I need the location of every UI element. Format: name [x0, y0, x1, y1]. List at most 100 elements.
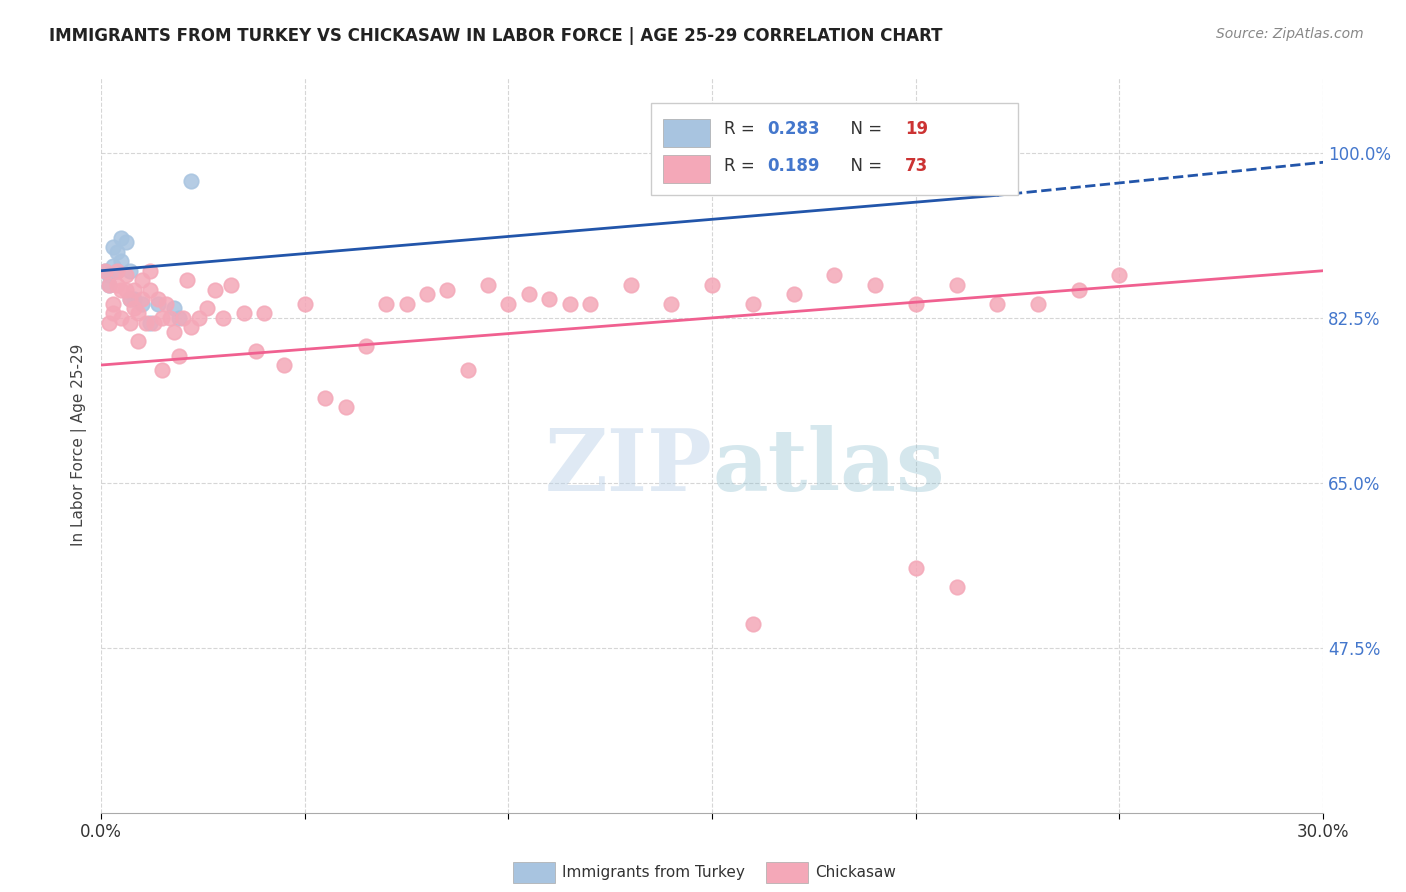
- Point: [139, 316, 162, 330]
- Point: [118, 292, 141, 306]
- Point: [94, 264, 117, 278]
- Point: [110, 254, 132, 268]
- Point: [131, 297, 153, 311]
- Point: [155, 297, 177, 311]
- Point: [114, 283, 136, 297]
- Point: [221, 277, 243, 292]
- Point: [212, 310, 235, 325]
- Point: [354, 339, 377, 353]
- Point: [741, 617, 763, 632]
- Point: [945, 580, 967, 594]
- Point: [395, 297, 418, 311]
- Text: ZIP: ZIP: [544, 425, 711, 509]
- Point: [904, 560, 927, 574]
- Point: [110, 231, 132, 245]
- Point: [620, 277, 643, 292]
- Point: [180, 320, 202, 334]
- Point: [122, 283, 145, 297]
- Point: [98, 277, 121, 292]
- Point: [110, 283, 132, 297]
- Point: [167, 349, 190, 363]
- Point: [273, 358, 295, 372]
- Point: [107, 277, 129, 292]
- Point: [176, 273, 198, 287]
- Point: [146, 297, 169, 311]
- Point: [375, 297, 398, 311]
- Point: [517, 287, 540, 301]
- Point: [314, 391, 336, 405]
- Point: [945, 277, 967, 292]
- Point: [103, 306, 125, 320]
- Point: [416, 287, 439, 301]
- Point: [135, 316, 157, 330]
- Point: [294, 297, 316, 311]
- Text: IMMIGRANTS FROM TURKEY VS CHICKASAW IN LABOR FORCE | AGE 25-29 CORRELATION CHART: IMMIGRANTS FROM TURKEY VS CHICKASAW IN L…: [49, 27, 942, 45]
- Point: [195, 301, 218, 316]
- Point: [127, 306, 149, 320]
- Point: [904, 297, 927, 311]
- Point: [107, 264, 129, 278]
- Point: [187, 310, 209, 325]
- Point: [150, 310, 173, 325]
- Point: [131, 273, 153, 287]
- Point: [477, 277, 499, 292]
- FancyBboxPatch shape: [664, 119, 710, 146]
- Text: N =: N =: [841, 157, 887, 175]
- Point: [1067, 283, 1090, 297]
- Text: Chickasaw: Chickasaw: [815, 865, 897, 880]
- Point: [107, 244, 129, 259]
- Point: [167, 310, 190, 325]
- Point: [579, 297, 602, 311]
- Point: [204, 283, 226, 297]
- Text: 0.189: 0.189: [768, 157, 820, 175]
- Point: [139, 283, 162, 297]
- Text: 0.283: 0.283: [768, 120, 820, 138]
- Point: [122, 292, 145, 306]
- Point: [180, 174, 202, 188]
- Text: atlas: atlas: [711, 425, 945, 509]
- Text: R =: R =: [724, 157, 761, 175]
- Point: [163, 301, 186, 316]
- Point: [245, 343, 267, 358]
- FancyBboxPatch shape: [664, 155, 710, 184]
- Point: [538, 292, 561, 306]
- Text: Source: ZipAtlas.com: Source: ZipAtlas.com: [1216, 27, 1364, 41]
- Point: [253, 306, 276, 320]
- Point: [103, 297, 125, 311]
- Point: [118, 264, 141, 278]
- Point: [94, 264, 117, 278]
- Point: [498, 297, 520, 311]
- Point: [103, 240, 125, 254]
- Point: [107, 264, 129, 278]
- Point: [159, 310, 181, 325]
- Point: [131, 292, 153, 306]
- Point: [139, 264, 162, 278]
- Point: [98, 277, 121, 292]
- Point: [114, 268, 136, 283]
- Text: R =: R =: [724, 120, 761, 138]
- Point: [163, 325, 186, 339]
- Point: [436, 283, 458, 297]
- Point: [118, 316, 141, 330]
- Point: [863, 277, 886, 292]
- Point: [782, 287, 804, 301]
- Y-axis label: In Labor Force | Age 25-29: In Labor Force | Age 25-29: [72, 344, 87, 547]
- Point: [103, 259, 125, 273]
- Point: [232, 306, 254, 320]
- Point: [146, 292, 169, 306]
- FancyBboxPatch shape: [651, 103, 1018, 195]
- Point: [457, 363, 479, 377]
- Text: 73: 73: [905, 157, 928, 175]
- Point: [122, 301, 145, 316]
- Point: [335, 401, 357, 415]
- Point: [986, 297, 1008, 311]
- Point: [127, 334, 149, 349]
- Point: [741, 297, 763, 311]
- Point: [1026, 297, 1049, 311]
- Point: [110, 310, 132, 325]
- Point: [823, 268, 845, 283]
- Text: Immigrants from Turkey: Immigrants from Turkey: [562, 865, 745, 880]
- Point: [661, 297, 683, 311]
- Point: [118, 292, 141, 306]
- Point: [114, 235, 136, 250]
